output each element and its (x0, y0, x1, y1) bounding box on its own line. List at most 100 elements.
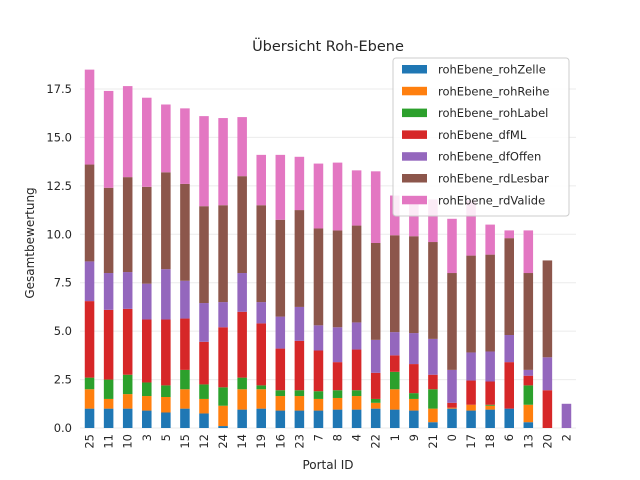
bar-segment-rohebene-rdlesbar (409, 236, 419, 334)
x-tick-label: 4 (350, 434, 364, 441)
bar-segment-rohebene-rdvalide (142, 97, 152, 187)
bar-segment-rohebene-rdvalide (84, 69, 95, 165)
x-tick-label: 11 (102, 434, 116, 449)
bar-segment-rohebene-rdlesbar (351, 225, 362, 323)
x-axis: 25 11 10 3 5 15 12 24 14 19 16 23 7 8 4 22 1 9 21 0 17 18 6 13 2… (83, 434, 574, 449)
bar-segment-rohebene-dfoffen (142, 283, 152, 320)
bar-segment-rohebene-rohreihe (275, 396, 286, 411)
bar-segment-rohebene-rohreihe (313, 398, 324, 411)
bar-segment-rohebene-rohzelle (523, 422, 534, 428)
bar-segment-rohebene-rdvalide (332, 162, 343, 231)
bar-segment-rohebene-rohlabel (313, 391, 324, 399)
x-tick-label: 19 (254, 434, 268, 449)
bar-segment-rohebene-dfoffen (237, 273, 247, 312)
bar-segment-rohebene-rdvalide (122, 86, 133, 178)
bar-segment-rohebene-dfml (294, 340, 305, 391)
legend-entry-label: rohEbene_dfML (438, 128, 527, 142)
x-tick-label: 12 (197, 434, 211, 449)
x-tick-label: 24 (216, 434, 230, 449)
bar-segment-rohebene-dfml (523, 375, 534, 386)
bar-segment-rohebene-rohreihe (351, 396, 362, 410)
bar-segment-rohebene-dfml (390, 355, 400, 372)
legend-swatch (402, 86, 427, 96)
bar-segment-rohebene-rohlabel (84, 377, 95, 390)
bar-segment-rohebene-dfml (332, 362, 343, 391)
bar-segment-rohebene-rohzelle (142, 410, 152, 428)
x-tick-label: 9 (407, 434, 421, 441)
bar-segment-rohebene-dfml (180, 318, 190, 370)
bar-segment-rohebene-rohlabel (218, 387, 228, 406)
bar-segment-rohebene-rdvalide (409, 197, 419, 237)
bar-segment-rohebene-rohlabel (390, 371, 400, 390)
bar-segment-rohebene-dfoffen (466, 352, 476, 381)
bar-segment-rohebene-rohreihe (199, 398, 209, 414)
x-tick-label: 3 (140, 434, 154, 441)
bar-segment-rohebene-rdlesbar (542, 260, 553, 358)
bar-segment-rohebene-rohreihe (103, 398, 114, 409)
bar-segment-rohebene-rdlesbar (161, 172, 171, 270)
bar-segment-rohebene-rohlabel (523, 385, 534, 405)
x-tick-label: 14 (235, 434, 249, 449)
bar-segment-rohebene-rdlesbar (370, 243, 381, 340)
bar-segment-rohebene-rohzelle (218, 426, 228, 428)
x-tick-label: 8 (331, 434, 345, 441)
bar-segment-rohebene-dfoffen (180, 280, 190, 319)
y-tick-label: 15.0 (46, 130, 72, 144)
bar-segment-rohebene-rdlesbar (103, 187, 114, 274)
bar-segment-rohebene-rohlabel (122, 374, 133, 395)
bar-segment-rohebene-dfoffen (409, 333, 419, 365)
bar-segment-rohebene-dfml (103, 309, 114, 380)
bar-segment-rohebene-rdlesbar (504, 238, 514, 336)
bar-segment-rohebene-rohzelle (504, 408, 514, 428)
bar-segment-rohebene-rohreihe (447, 407, 457, 409)
bar-segment-rohebene-dfoffen (351, 322, 362, 350)
bar-segment-rohebene-rdvalide (523, 230, 534, 274)
bar-segment-rohebene-rohlabel (275, 390, 286, 397)
bar-segment-rohebene-rohzelle (485, 409, 495, 428)
bar-segment-rohebene-dfoffen (370, 339, 381, 373)
legend-swatch (402, 174, 427, 183)
bar-segment-rohebene-dfoffen (390, 332, 400, 356)
bar-segment-rohebene-dfoffen (561, 403, 572, 428)
bar-segment-rohebene-dfoffen (542, 357, 553, 391)
y-tick-label: 10.0 (46, 227, 72, 241)
x-tick-label: 2 (559, 434, 573, 441)
bar-segment-rohebene-rdlesbar (199, 206, 209, 304)
bars (84, 69, 572, 428)
legend-swatch (402, 130, 427, 139)
bar-segment-rohebene-dfoffen (428, 338, 438, 375)
bar-segment-rohebene-rohzelle (332, 409, 343, 428)
x-tick-label: 16 (273, 434, 287, 449)
bar-segment-rohebene-rdlesbar (466, 255, 476, 353)
legend-swatch (402, 65, 427, 74)
bar-segment-rohebene-rohlabel (237, 377, 247, 390)
bar-segment-rohebene-dfml (84, 301, 95, 378)
bar-segment-rohebene-rohreihe (161, 397, 171, 413)
bar-segment-rohebene-rohreihe (294, 396, 305, 411)
bar-segment-rohebene-dfml (218, 327, 228, 388)
bar-segment-rohebene-rdlesbar (447, 273, 457, 370)
bar-segment-rohebene-rohreihe (466, 404, 476, 411)
bar-segment-rohebene-rohlabel (409, 393, 419, 399)
bar-segment-rohebene-rdlesbar (390, 235, 400, 333)
bar-segment-rohebene-rdlesbar (218, 205, 228, 303)
bar-segment-rohebene-rohzelle (199, 413, 209, 428)
bar-segment-rohebene-dfoffen (447, 369, 457, 403)
bar-segment-rohebene-rohlabel (351, 390, 362, 397)
bar-segment-rohebene-rdvalide (256, 154, 266, 206)
bar-segment-rohebene-rdlesbar (256, 205, 266, 303)
x-tick-label: 5 (159, 434, 173, 441)
bar-segment-rohebene-dfml (370, 372, 381, 399)
bar-segment-rohebene-rohlabel (161, 385, 171, 398)
y-tick-label: 2.5 (54, 373, 72, 387)
bar-segment-rohebene-rohreihe (390, 389, 400, 410)
bar-segment-rohebene-rdlesbar (122, 177, 133, 273)
bar-segment-rohebene-rdvalide (428, 199, 438, 243)
bar-segment-rohebene-rohreihe (180, 389, 190, 409)
bar-segment-rohebene-rohreihe (237, 389, 247, 410)
bar-segment-rohebene-rdlesbar (428, 242, 438, 339)
bar-segment-rohebene-rdlesbar (180, 183, 190, 281)
bar-segment-rohebene-rohreihe (332, 397, 343, 410)
bar-segment-rohebene-dfoffen (332, 327, 343, 363)
bar-segment-rohebene-dfml (142, 319, 152, 383)
